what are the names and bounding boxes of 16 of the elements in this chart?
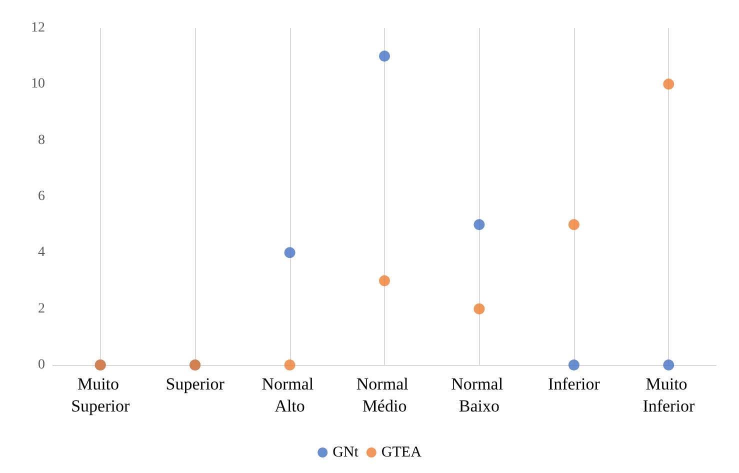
x-tick-label: Normal Baixo — [451, 374, 508, 416]
legend-label: GNt — [332, 444, 360, 460]
x-tick-label: Normal Alto — [262, 374, 318, 416]
x-tick-label: Muito Inferior — [642, 374, 695, 416]
x-tick-label: Muito Superior — [71, 374, 130, 416]
x-tick-label: Normal Médio — [356, 374, 413, 416]
x-tick-label: Inferior — [548, 374, 600, 394]
y-tick-label: 4 — [38, 245, 45, 260]
y-tick-label: 2 — [38, 301, 45, 316]
y-tick-label: 8 — [38, 132, 45, 148]
legend-label: GTEA — [381, 444, 422, 460]
y-tick-label: 6 — [38, 189, 45, 204]
y-tick-label: 10 — [31, 76, 45, 92]
x-tick-label: Superior — [166, 374, 225, 394]
y-tick-label: 0 — [38, 358, 45, 372]
y-tick-label: 12 — [31, 20, 45, 36]
